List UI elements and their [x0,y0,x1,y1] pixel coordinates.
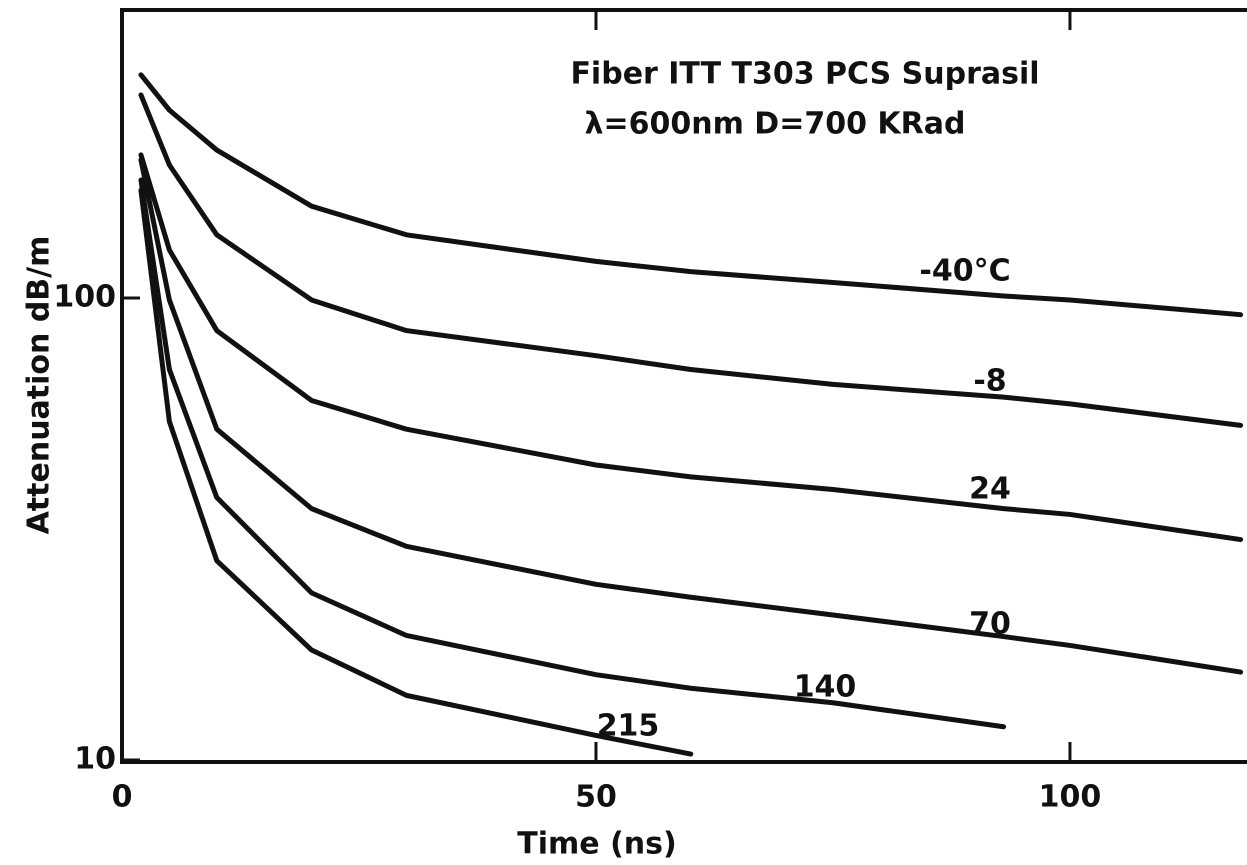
series-label: 70 [969,607,1011,642]
y-tick-label: 10 [74,742,116,777]
chart-title: Fiber ITT T303 PCS Suprasil [570,57,1039,92]
series-label: -40°C [919,254,1010,289]
y-tick-label: 100 [53,279,116,314]
plot-frame [120,8,1247,764]
series-label: 215 [597,709,660,744]
series-label: 140 [794,670,857,705]
x-tick-label: 50 [575,780,617,815]
series-line [138,187,694,757]
series-line [138,152,1244,543]
series-label: 24 [969,472,1011,507]
series-label: -8 [973,364,1006,399]
chart-subtitle: λ=600nm D=700 KRad [585,107,966,142]
x-tick-label: 0 [112,780,133,815]
series-line [138,157,1244,675]
series-line [138,92,1244,428]
x-tick-label: 100 [1039,780,1102,815]
series-line [138,177,1007,730]
x-axis-label: Time (ns) [517,827,676,862]
y-axis-label: Attenuation dB/m [22,236,57,535]
series-line [138,72,1244,318]
